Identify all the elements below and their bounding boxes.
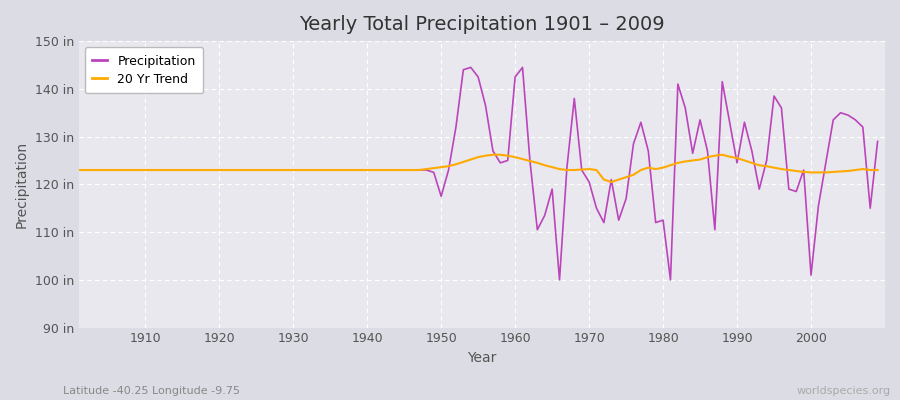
Text: worldspecies.org: worldspecies.org	[796, 386, 891, 396]
Legend: Precipitation, 20 Yr Trend: Precipitation, 20 Yr Trend	[85, 47, 203, 93]
Title: Yearly Total Precipitation 1901 – 2009: Yearly Total Precipitation 1901 – 2009	[299, 15, 664, 34]
Y-axis label: Precipitation: Precipitation	[15, 141, 29, 228]
X-axis label: Year: Year	[467, 351, 497, 365]
Text: Latitude -40.25 Longitude -9.75: Latitude -40.25 Longitude -9.75	[63, 386, 240, 396]
